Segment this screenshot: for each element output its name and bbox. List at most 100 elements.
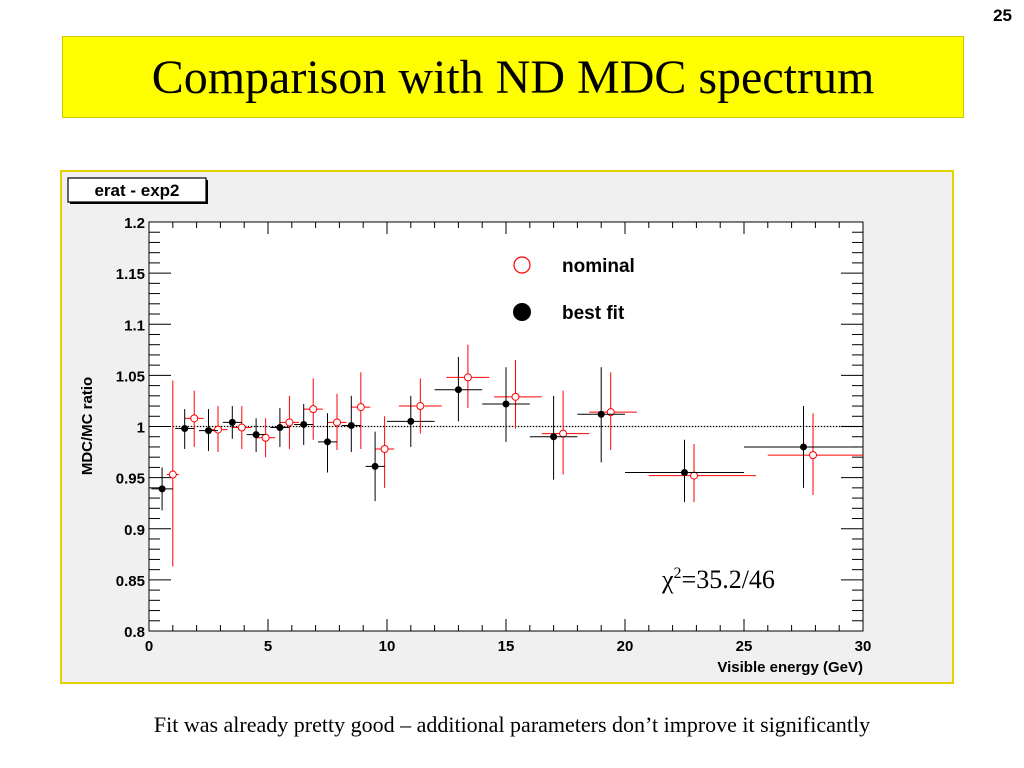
legend-label-best-fit: best fit <box>562 303 625 324</box>
data-point <box>482 367 530 442</box>
marker <box>416 402 425 411</box>
data-point <box>303 378 323 440</box>
marker <box>454 386 462 394</box>
marker <box>300 420 308 428</box>
data-point <box>744 406 859 488</box>
data-point <box>398 378 442 434</box>
legend-label-nominal: nominal <box>562 256 635 277</box>
data-point <box>232 406 252 449</box>
x-tick-label: 10 <box>379 638 396 655</box>
data-point <box>648 443 756 503</box>
data-point <box>151 467 173 511</box>
x-tick-label: 30 <box>855 638 872 655</box>
x-axis-label: Visible energy (GeV) <box>717 659 863 676</box>
marker <box>559 429 568 438</box>
y-tick-label: 1.15 <box>116 266 145 283</box>
marker <box>309 405 318 414</box>
marker <box>252 431 260 439</box>
data-point <box>184 390 204 447</box>
legend-marker-nominal <box>513 256 531 274</box>
y-tick-label: 0.95 <box>116 471 145 488</box>
data-point <box>577 367 625 463</box>
x-tick-label: 15 <box>498 638 515 655</box>
data-point <box>494 360 542 429</box>
marker <box>347 421 355 429</box>
y-tick-label: 0.9 <box>124 522 145 539</box>
title-banner: Comparison with ND MDC spectrum <box>62 36 964 118</box>
marker <box>681 469 688 477</box>
marker <box>237 423 246 432</box>
marker <box>214 425 223 434</box>
marker <box>205 427 212 435</box>
marker <box>511 392 520 401</box>
y-tick-label: 1.05 <box>116 368 145 385</box>
chi-square-annotation: χ2=35.2/46 <box>661 565 775 594</box>
slide-caption: Fit was already pretty good – additional… <box>153 712 871 737</box>
ratio-chart: erat - exp2 MDC/MC ratio Visible energy … <box>67 177 872 676</box>
marker <box>181 425 189 433</box>
plot-frame: erat - exp2 MDC/MC ratio Visible energy … <box>60 170 954 684</box>
data-point <box>434 356 483 422</box>
chi-value: =35.2/46 <box>682 565 775 594</box>
data-point <box>625 439 744 503</box>
page-number: 25 <box>993 6 1012 25</box>
data-point <box>270 408 290 447</box>
data-point <box>365 431 385 502</box>
data-point <box>294 404 314 445</box>
data-point <box>387 395 435 447</box>
x-tick-label: 25 <box>736 638 753 655</box>
marker <box>407 417 415 425</box>
y-tick-label: 0.8 <box>124 624 145 641</box>
data-point <box>222 406 242 439</box>
x-tick-label: 0 <box>145 638 153 655</box>
marker <box>324 438 331 446</box>
marker <box>690 471 699 480</box>
y-tick-label: 0.85 <box>116 573 145 590</box>
marker <box>800 443 807 451</box>
marker <box>168 470 177 479</box>
data-point <box>317 413 338 473</box>
marker <box>158 485 166 493</box>
marker <box>380 444 389 453</box>
y-axis-label: MDC/MC ratio <box>79 377 96 475</box>
legend: nominal best fit <box>513 256 635 324</box>
legend-marker-best-fit <box>513 303 531 321</box>
series-nominal <box>166 344 863 567</box>
data-point <box>166 380 179 567</box>
marker <box>502 400 510 408</box>
marker <box>597 410 605 418</box>
slide-title: Comparison with ND MDC spectrum <box>151 50 875 104</box>
data-point <box>375 416 395 488</box>
marker <box>333 418 342 427</box>
chart-title-box <box>67 177 207 203</box>
data-point <box>246 418 266 453</box>
x-tick-label: 5 <box>264 638 272 655</box>
series-best-fit <box>151 356 859 511</box>
data-point <box>767 413 863 496</box>
x-tick-label: 20 <box>617 638 634 655</box>
marker <box>550 433 558 441</box>
marker <box>276 424 284 432</box>
data-point <box>327 393 347 451</box>
data-point <box>256 418 276 458</box>
marker <box>285 418 294 427</box>
data-point <box>279 395 299 449</box>
marker <box>261 433 270 442</box>
data-point <box>198 409 219 452</box>
marker <box>809 451 818 460</box>
marker <box>463 373 472 382</box>
data-point <box>175 409 195 449</box>
data-point <box>541 390 590 475</box>
data-point <box>351 372 371 449</box>
chi-exponent: 2 <box>674 565 682 582</box>
y-tick-label: 1.1 <box>124 317 145 334</box>
data-point <box>341 395 361 453</box>
chart-title: erat - exp2 <box>94 181 179 200</box>
marker <box>371 462 379 470</box>
marker <box>190 414 199 423</box>
data-point <box>529 395 578 480</box>
y-tick-label: 1 <box>137 420 145 437</box>
y-tick-label: 1.2 <box>124 215 145 232</box>
marker <box>356 403 365 412</box>
data-point <box>446 344 490 409</box>
